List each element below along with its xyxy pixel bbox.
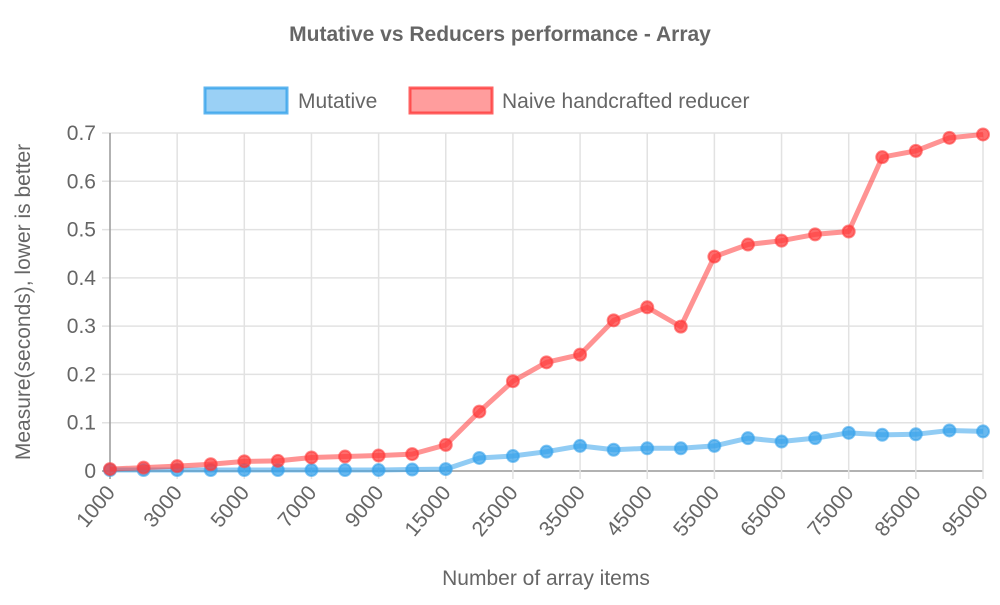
- data-point: [740, 431, 755, 446]
- data-point: [875, 427, 890, 442]
- data-point: [942, 130, 957, 145]
- data-point: [539, 355, 554, 370]
- x-tick-label: 5000: [206, 481, 254, 532]
- series-line: [109, 131, 984, 472]
- data-point: [740, 237, 755, 252]
- y-tick-label: 0.1: [67, 412, 96, 435]
- x-tick-label: 35000: [535, 481, 590, 541]
- y-tick-label: 0.5: [67, 219, 96, 242]
- data-point: [908, 143, 923, 158]
- legend: Mutative Naive handcrafted reducer: [203, 86, 749, 115]
- data-point: [338, 463, 353, 478]
- x-tick-label: 25000: [468, 481, 523, 541]
- data-point: [875, 150, 890, 165]
- data-point: [908, 427, 923, 442]
- data-point: [707, 249, 722, 264]
- x-tick-label: 95000: [938, 481, 993, 541]
- legend-item: Naive handcrafted reducer: [408, 86, 749, 115]
- x-tick-label: 65000: [736, 481, 791, 541]
- data-point: [976, 127, 990, 142]
- data-point: [237, 454, 252, 469]
- x-axis: 1000 3000 5000 7000 9000 15000 25000 35000 45000…: [72, 481, 993, 541]
- legend-item: Mutative: [203, 86, 377, 115]
- data-point: [640, 441, 655, 456]
- data-point: [774, 233, 789, 248]
- legend-label: Mutative: [298, 90, 377, 113]
- x-tick-label: 3000: [139, 481, 187, 532]
- data-point: [808, 227, 823, 242]
- x-tick-label: 45000: [602, 481, 657, 541]
- data-point: [841, 224, 856, 239]
- data-point: [438, 437, 453, 452]
- data-point: [673, 319, 688, 334]
- data-point: [707, 438, 722, 453]
- series-mutative: [103, 423, 990, 478]
- x-tick-label: 85000: [871, 481, 926, 541]
- series-group: [103, 127, 990, 478]
- data-point: [505, 374, 520, 389]
- data-point: [405, 462, 420, 477]
- x-tick-label: 7000: [274, 481, 322, 532]
- data-point: [405, 447, 420, 462]
- data-point: [136, 460, 151, 475]
- legend-label: Naive handcrafted reducer: [502, 90, 749, 113]
- x-tick-label: 75000: [803, 481, 858, 541]
- data-point: [606, 442, 621, 457]
- x-tick-label: 9000: [341, 481, 389, 532]
- data-point: [371, 463, 386, 478]
- data-point: [942, 423, 957, 438]
- y-tick-label: 0.3: [67, 315, 96, 338]
- data-point: [573, 347, 588, 362]
- x-tick-label: 55000: [669, 481, 724, 541]
- legend-swatch: [408, 86, 494, 115]
- chart-title: Mutative vs Reducers performance - Array: [289, 23, 711, 46]
- data-point: [640, 300, 655, 315]
- legend-swatch: [203, 86, 289, 115]
- data-point: [606, 313, 621, 328]
- data-point: [270, 453, 285, 468]
- data-point: [573, 438, 588, 453]
- data-point: [170, 459, 185, 474]
- series-naive-handcrafted-reducer: [103, 127, 990, 477]
- data-point: [304, 463, 319, 478]
- x-axis-label: Number of array items: [442, 567, 650, 590]
- grid: [102, 132, 984, 479]
- data-point: [505, 449, 520, 464]
- data-point: [841, 425, 856, 440]
- data-point: [304, 450, 319, 465]
- data-point: [472, 404, 487, 419]
- y-tick-label: 0.2: [67, 363, 96, 386]
- y-tick-label: 0: [84, 460, 96, 483]
- data-point: [203, 457, 218, 472]
- x-tick-label: 1000: [72, 481, 120, 532]
- data-point: [808, 431, 823, 446]
- data-point: [976, 424, 990, 439]
- y-axis: 0 0.1 0.2 0.3 0.4 0.5 0.6 0.7: [67, 122, 97, 483]
- y-tick-label: 0.7: [67, 122, 96, 145]
- data-point: [438, 462, 453, 477]
- data-point: [371, 448, 386, 463]
- data-point: [103, 462, 117, 477]
- y-axis-label: Measure(seconds), lower is better: [12, 144, 35, 460]
- data-point: [338, 449, 353, 464]
- y-tick-label: 0.6: [67, 170, 96, 193]
- y-tick-label: 0.4: [67, 267, 97, 290]
- data-point: [673, 441, 688, 456]
- x-tick-label: 15000: [400, 481, 455, 541]
- data-point: [539, 444, 554, 459]
- data-point: [472, 450, 487, 465]
- data-point: [774, 434, 789, 449]
